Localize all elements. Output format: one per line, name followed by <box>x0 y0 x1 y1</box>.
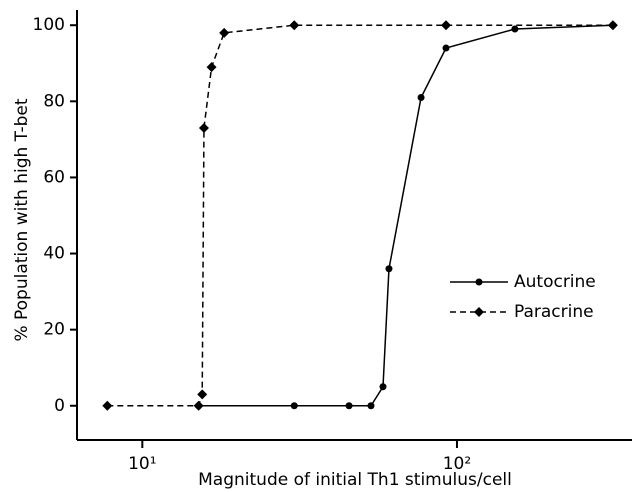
marker <box>219 27 230 38</box>
marker <box>511 25 519 33</box>
legend-label: Paracrine <box>514 302 594 322</box>
marker <box>206 62 217 73</box>
y-axis-label: % Population with high T-bet <box>12 98 32 341</box>
marker <box>367 402 375 410</box>
y-tick-label: 100 <box>33 15 65 35</box>
marker <box>197 389 208 400</box>
legend-marker <box>475 278 483 286</box>
legend-label: Autocrine <box>514 272 596 292</box>
y-tick-label: 40 <box>43 244 65 264</box>
marker <box>198 122 209 133</box>
x-tick-label: 10² <box>443 454 471 474</box>
y-tick-label: 80 <box>43 91 65 111</box>
y-tick-label: 0 <box>54 396 65 416</box>
y-tick-label: 20 <box>43 320 65 340</box>
marker <box>345 402 353 410</box>
marker <box>290 402 298 410</box>
marker <box>442 44 450 52</box>
series-line <box>107 24 613 407</box>
marker <box>379 383 387 391</box>
marker <box>289 20 300 31</box>
marker <box>417 94 425 102</box>
legend-marker <box>474 307 484 317</box>
marker <box>441 20 452 31</box>
y-tick-label: 60 <box>43 167 65 187</box>
series-line <box>198 24 613 407</box>
marker <box>102 400 113 411</box>
marker <box>193 400 204 411</box>
x-axis-label: Magnitude of initial Th1 stimulus/cell <box>198 470 512 490</box>
marker <box>607 20 618 31</box>
marker <box>385 265 393 273</box>
x-tick-label: 10¹ <box>128 454 156 474</box>
